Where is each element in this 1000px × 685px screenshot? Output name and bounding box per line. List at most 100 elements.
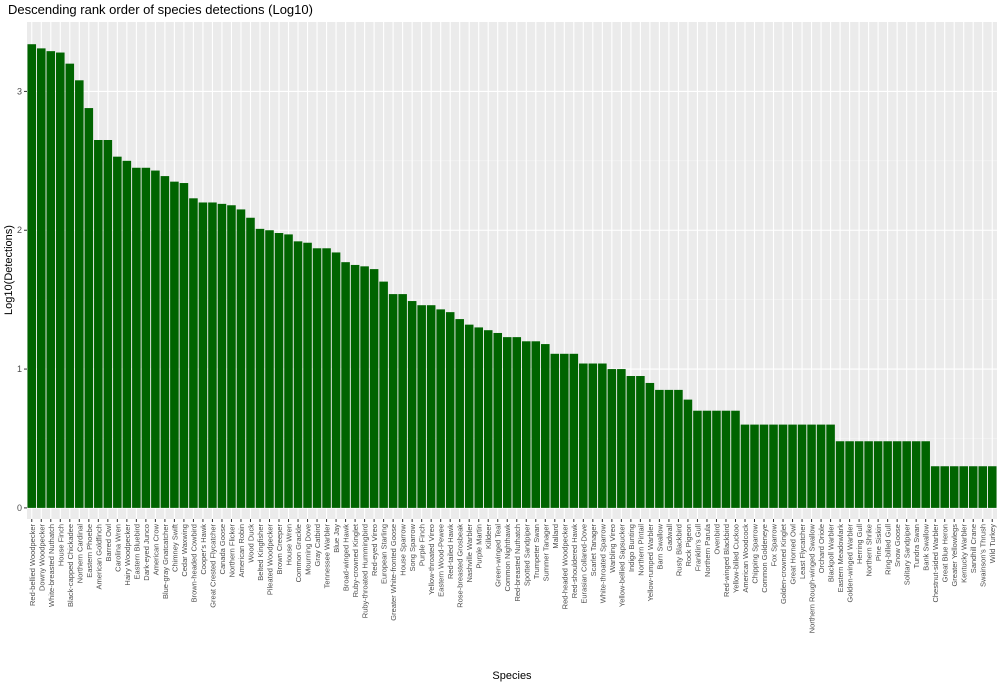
x-tick-label: Eastern Meadowlark: [836, 524, 845, 593]
x-tick-label: Black-capped Chickadee: [66, 524, 75, 607]
bar: [987, 466, 997, 508]
bar: [113, 156, 122, 508]
bar: [284, 234, 293, 508]
bar: [132, 167, 141, 508]
x-tick-label: Kentucky Warbler: [960, 524, 969, 583]
bar: [122, 160, 132, 508]
bar: [864, 441, 873, 508]
x-tick-label: Herring Gull: [855, 524, 864, 564]
x-tick-label: Barred Owl: [104, 524, 113, 562]
bar: [892, 441, 902, 508]
grid-minor: [27, 160, 997, 439]
bar: [683, 399, 693, 508]
bar: [474, 327, 483, 508]
x-tick-label: Gadwall: [665, 524, 674, 551]
bar: [930, 466, 940, 508]
bar: [426, 305, 436, 508]
x-tick-label: Carolina Wren: [113, 524, 122, 572]
x-tick-label: Downy Woodpecker: [37, 524, 46, 591]
x-tick-label: Great Horned Owl: [789, 524, 798, 585]
x-tick-label: Tennessee Warbler: [323, 524, 332, 589]
bar: [617, 369, 626, 508]
y-tick-label: 1: [17, 364, 22, 374]
bar: [350, 264, 360, 508]
x-tick-label: Red-winged Blackbird: [722, 524, 731, 597]
x-tick-label: Killdeer: [484, 524, 493, 550]
bar: [883, 441, 892, 508]
bar: [236, 209, 246, 508]
bar: [303, 242, 312, 508]
bar: [56, 52, 65, 508]
bar: [693, 410, 702, 508]
bar: [407, 301, 417, 508]
x-tick-label: Brown Creeper: [275, 524, 284, 575]
x-tick-label: Eurasian Collared-Dove: [579, 524, 588, 604]
bar: [483, 330, 493, 508]
x-tick-label: Northern Pintail: [636, 524, 645, 576]
bar: [217, 203, 227, 508]
plot-panel: [27, 22, 997, 519]
bar: [550, 353, 560, 508]
x-tick-label: Yellow-rumped Warbler: [646, 524, 655, 602]
x-tick-label: Blackpoll Warbler: [827, 524, 836, 583]
x-tick-label: Rose-breasted Grosbeak: [456, 524, 465, 608]
chart-title: Descending rank order of species detecti…: [8, 2, 313, 17]
x-tick-label: Bank Swallow: [922, 523, 931, 570]
bar: [721, 410, 731, 508]
bar: [826, 424, 835, 508]
x-tick-label: Greater Yellowlegs: [950, 524, 959, 587]
bar: [949, 466, 959, 508]
bar: [778, 424, 788, 508]
x-tick-label: European Starling: [380, 524, 389, 584]
x-tick-label: Eastern Bluebird: [132, 524, 141, 579]
x-tick-label: Gray Catbird: [313, 524, 322, 567]
x-tick-label: Chestnut-sided Warbler: [931, 524, 940, 603]
bar: [360, 266, 369, 508]
x-tick-label: Eastern Phoebe: [85, 524, 94, 578]
x-tick-label: Tundra Swan: [912, 524, 921, 568]
x-tick-label: American Woodcock: [741, 524, 750, 593]
bar: [731, 410, 740, 508]
x-tick-label: Eastern Wood-Pewee: [437, 524, 446, 597]
x-tick-label: Snow Goose: [893, 524, 902, 567]
x-tick-label: Red-eyed Vireo: [370, 524, 379, 576]
bar: [759, 424, 769, 508]
bar: [75, 80, 84, 508]
bar: [84, 108, 94, 508]
x-tick-label: Franklin's Gull: [693, 524, 702, 572]
x-tick-label: Brown-headed Cowbird: [189, 524, 198, 602]
bar: [531, 341, 541, 508]
x-tick-label: Northern Cardinal: [75, 524, 84, 584]
x-tick-label: Common Nighthawk: [503, 524, 512, 592]
y-tick-label: 3: [17, 86, 22, 96]
bar: [493, 332, 503, 508]
x-tick-label: Indigo Bunting: [627, 524, 636, 572]
x-tick-label: Yellow-billed Cuckoo: [731, 524, 740, 593]
bar: [845, 441, 854, 508]
x-tick-label: House Sparrow: [399, 523, 408, 575]
bar: [246, 217, 255, 508]
bar: [940, 466, 949, 508]
bar: [265, 230, 274, 508]
x-tick-label: White-throated Sparrow: [598, 523, 607, 603]
bar: [636, 376, 645, 508]
bar: [255, 228, 265, 508]
bar: [208, 202, 217, 508]
x-tick-label: Spotted Sandpiper: [522, 524, 531, 587]
x-tick-label: Purple Martin: [475, 524, 484, 569]
bar: [807, 424, 816, 508]
x-tick-label: Green-winged Teal: [494, 524, 503, 587]
x-tick-label: Ruby-crowned Kinglet: [351, 523, 360, 597]
bar: [388, 294, 398, 508]
x-tick-label: Rusty Blackbird: [674, 524, 683, 576]
bar: [816, 424, 826, 508]
bar: [179, 183, 189, 508]
bar: [331, 252, 341, 508]
bar: [502, 337, 512, 508]
x-tick-label: Broad-winged Hawk: [342, 524, 351, 591]
bar: [455, 319, 464, 508]
x-tick-label: Northern Rough-winged Swallow: [808, 523, 817, 633]
bar: [873, 441, 883, 508]
x-tick-label: Fox Sparrow: [770, 523, 779, 566]
